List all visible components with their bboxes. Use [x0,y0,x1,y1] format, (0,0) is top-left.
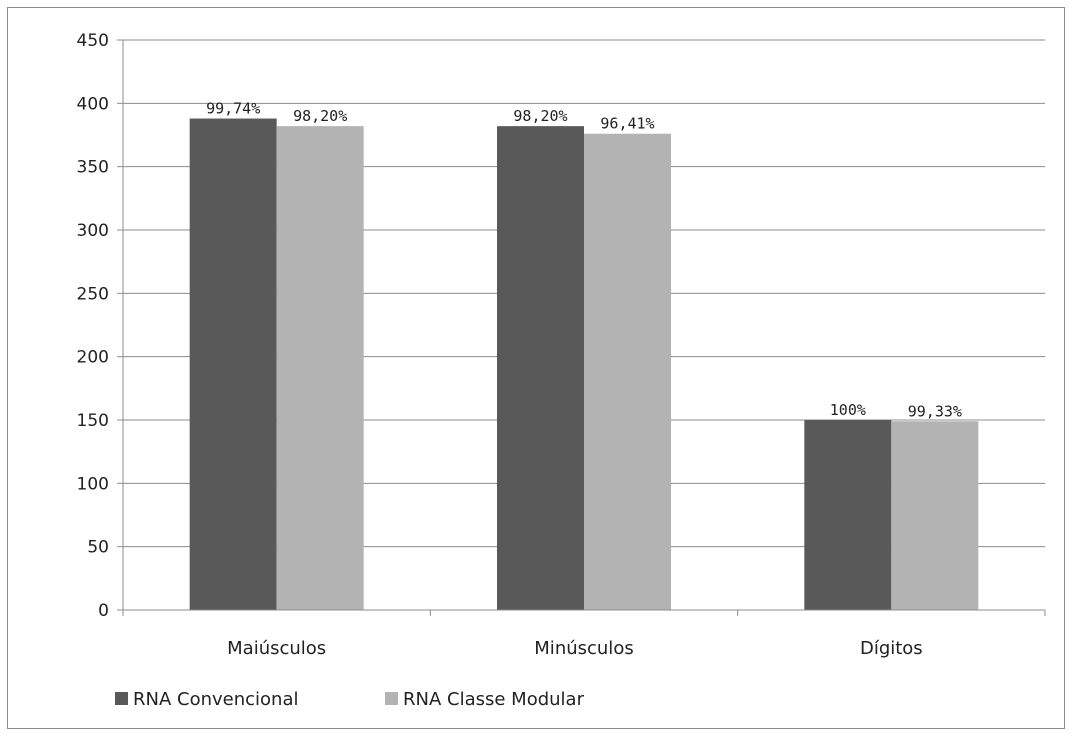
data-label: 98,20% [293,107,347,125]
bars [189,118,979,611]
x-tick-label: Minúsculos [534,638,633,659]
bar-chart: 0 50 100 150 200 250 300 350 400 450 99,74% 98,20% M… [7,7,1065,729]
x-tick-label: Maiúsculos [227,638,326,659]
data-label: 99,33% [908,402,962,420]
bar [584,133,671,610]
y-tick-label: 250 [77,284,109,304]
bar [189,118,277,611]
y-tick-label: 50 [87,538,109,558]
legend-label: RNA Classe Modular [403,689,585,710]
data-label: 98,20% [513,107,567,125]
bar [891,421,979,610]
legend-swatch [115,692,128,705]
y-tick-label: 450 [77,31,109,51]
bar [276,126,364,610]
x-tick-label: Dígitos [860,638,923,659]
y-tick-label: 350 [77,158,109,178]
legend-label: RNA Convencional [133,689,298,710]
labels: 0 50 100 150 200 250 300 350 400 450 99,74% 98,20% M… [77,31,962,659]
axes [117,39,1046,616]
bar [497,126,584,610]
y-tick-label: 0 [98,601,109,621]
legend-swatch [385,692,398,705]
data-label: 99,74% [206,100,260,118]
y-tick-label: 400 [77,94,109,114]
y-tick-label: 150 [77,411,109,431]
legend: RNA Convencional RNA Classe Modular [115,689,585,710]
chart-frame: 0 50 100 150 200 250 300 350 400 450 99,74% 98,20% M… [7,7,1065,729]
y-tick-label: 300 [77,221,109,241]
data-label: 96,41% [600,115,654,133]
bar [804,420,892,610]
y-tick-label: 200 [77,348,109,368]
y-tick-label: 100 [77,474,109,494]
data-label: 100% [830,401,866,419]
